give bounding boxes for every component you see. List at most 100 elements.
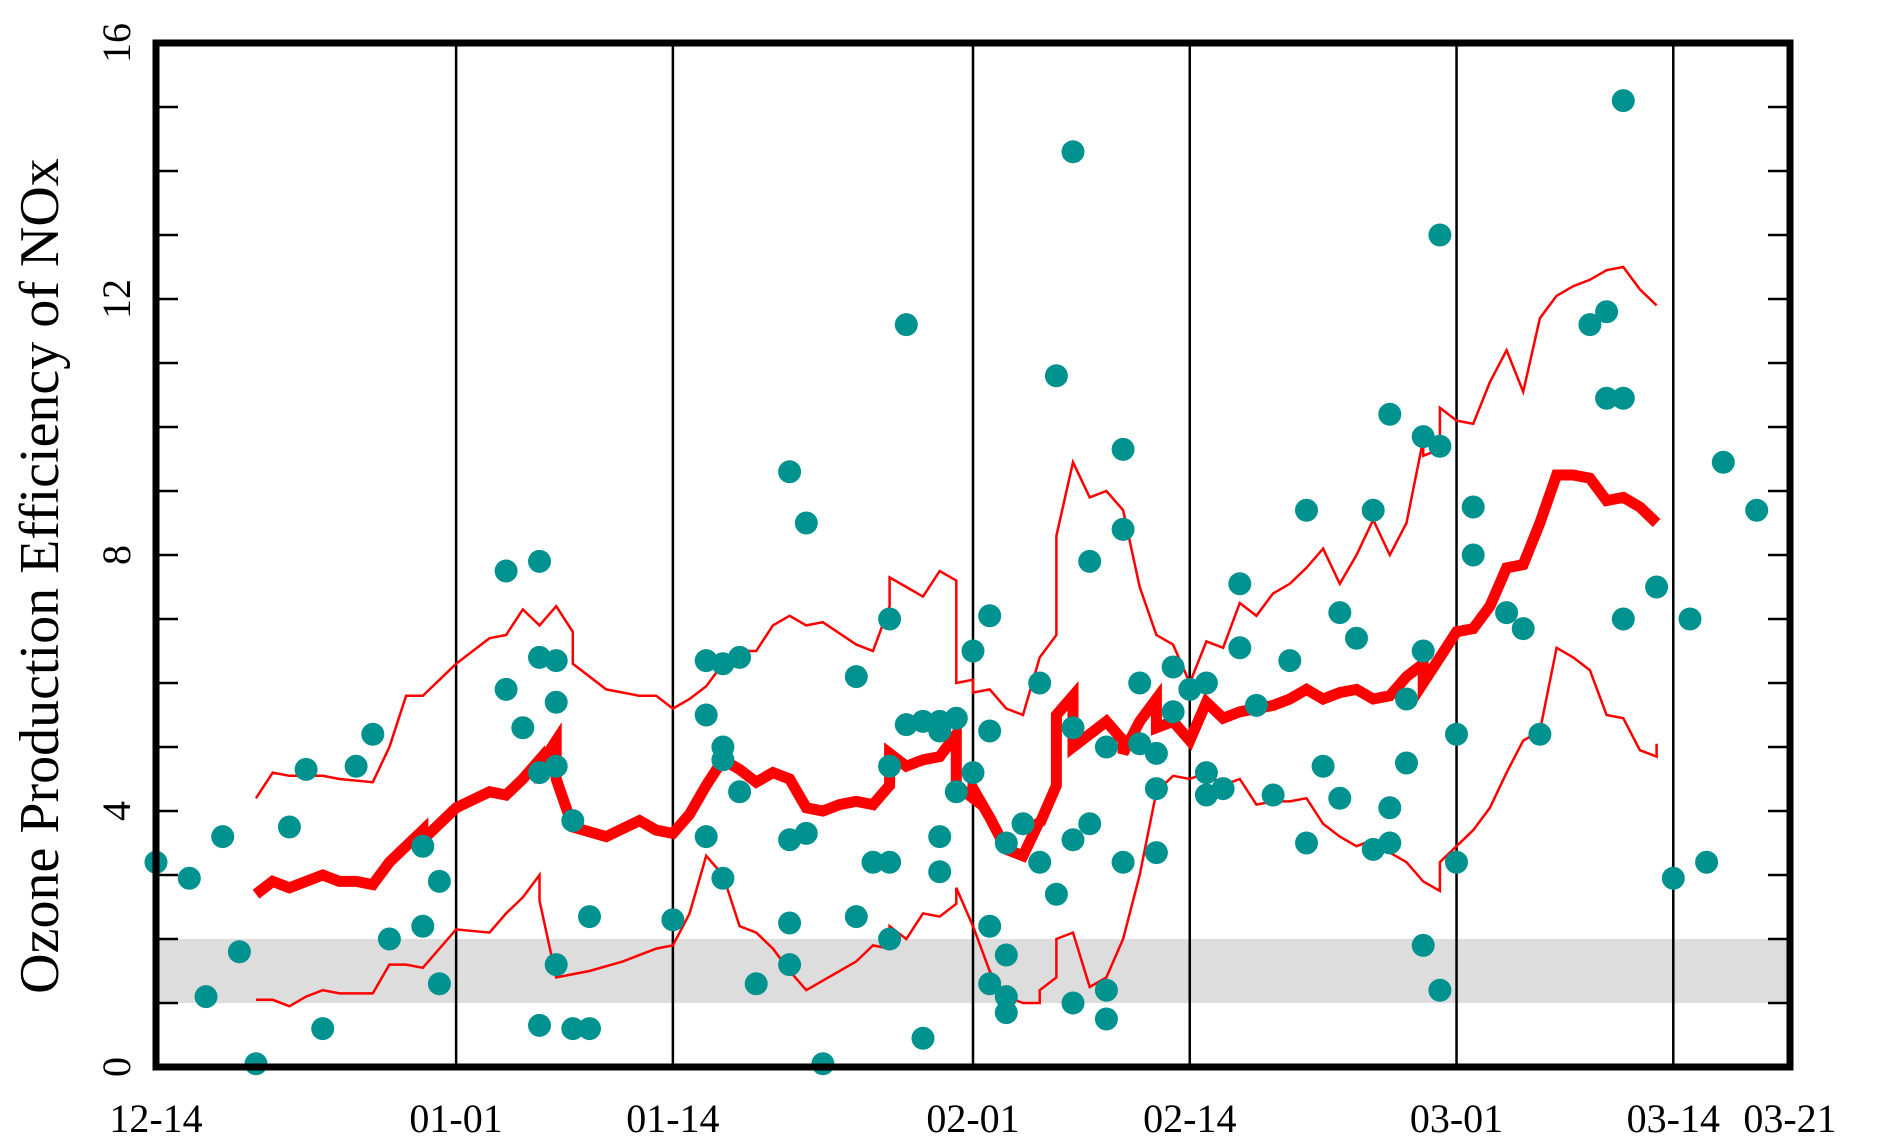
data-point-46 [794,511,818,535]
data-point-128 [1428,978,1452,1002]
data-point-90 [1111,437,1135,461]
data-point-44 [778,911,802,935]
data-point-147 [1745,498,1769,522]
data-point-130 [1445,850,1468,874]
data-point-58 [911,709,935,733]
data-point-131 [1461,495,1485,519]
data-point-11 [377,927,401,951]
x-tick-label-02-01: 02-01 [926,1096,1019,1141]
data-point-23 [544,649,568,673]
x-tick-label-03-21: 03-21 [1743,1096,1836,1141]
data-point-91 [1111,517,1135,541]
data-point-83 [1061,828,1085,852]
x-tick-label-01-14: 01-14 [626,1096,719,1141]
data-point-82 [1061,716,1085,740]
data-point-15 [427,972,451,996]
data-point-105 [1228,572,1252,596]
x-tick-label-03-01: 03-01 [1410,1096,1503,1141]
data-point-129 [1445,722,1468,746]
data-point-111 [1295,831,1318,855]
data-point-9 [344,754,368,778]
data-point-108 [1261,783,1285,807]
data-point-116 [1361,498,1385,522]
data-point-40 [728,780,752,804]
data-point-34 [694,825,718,849]
data-point-24 [544,690,568,714]
data-point-28 [561,1017,585,1041]
x-tick-label-03-14: 03-14 [1627,1096,1720,1141]
data-point-61 [928,719,952,743]
data-point-13 [411,914,435,938]
data-point-138 [1595,386,1619,410]
y-tick-label-0: 0 [94,1057,139,1077]
data-point-87 [1094,735,1118,759]
data-point-81 [1061,140,1085,164]
data-point-49 [844,665,868,689]
data-point-12 [411,834,435,858]
data-point-38 [711,866,735,890]
data-point-73 [994,943,1018,967]
data-point-84 [1061,991,1085,1015]
data-point-86 [1078,812,1102,836]
data-point-80 [1044,882,1068,906]
data-point-109 [1278,649,1302,673]
data-point-75 [994,1001,1018,1025]
data-point-26 [544,953,568,977]
data-point-137 [1595,300,1619,324]
data-point-107 [1244,693,1268,717]
x-tick-label-02-14: 02-14 [1143,1096,1236,1141]
data-point-141 [1611,607,1635,631]
data-point-85 [1078,549,1102,573]
data-point-47 [794,821,818,845]
data-point-99 [1161,700,1185,724]
y-tick-label-8: 8 [94,545,139,565]
data-point-101 [1194,671,1218,695]
data-point-110 [1295,498,1318,522]
data-point-7 [294,757,318,781]
axis-layer: 0 4 8 12 16 12-14 01-01 01-14 02-01 02-14 03-01 03-… [94,23,1837,1141]
data-point-66 [961,639,985,663]
data-point-121 [1395,687,1418,711]
data-point-30 [578,1017,601,1041]
data-point-72 [994,831,1018,855]
data-point-22 [528,1013,551,1037]
data-point-122 [1395,751,1418,775]
data-point-27 [561,809,585,833]
data-point-123 [1411,425,1435,449]
data-point-39 [728,645,752,669]
data-point-4 [227,940,251,964]
data-point-37 [711,748,735,772]
data-point-51 [861,850,885,874]
data-point-88 [1094,978,1118,1002]
data-point-74 [994,985,1018,1009]
data-point-97 [1144,841,1168,865]
y-axis-title: Ozone Production Efficiency of NOx [9,158,71,994]
data-point-134 [1511,617,1535,641]
data-point-124 [1411,639,1435,663]
data-point-54 [878,850,902,874]
data-point-67 [961,761,985,785]
data-point-31 [661,908,685,932]
data-point-140 [1611,386,1635,410]
data-point-29 [578,905,601,929]
data-point-115 [1345,626,1368,650]
data-point-102 [1194,761,1218,785]
data-point-52 [878,607,902,631]
data-point-6 [277,815,301,839]
data-point-126 [1428,223,1452,247]
data-point-17 [494,677,518,701]
plot-frame [152,39,1794,1071]
data-point-71 [978,972,1002,996]
data-point-120 [1378,831,1402,855]
data-point-8 [311,1017,335,1041]
data-point-93 [1128,671,1152,695]
data-point-145 [1695,850,1719,874]
x-tick-label-01-01: 01-01 [409,1096,502,1141]
data-point-106 [1228,636,1252,660]
data-point-112 [1311,754,1335,778]
data-point-70 [978,914,1002,938]
y-tick-label-16: 16 [94,23,139,63]
data-point-41 [744,972,768,996]
data-point-64 [944,706,968,730]
